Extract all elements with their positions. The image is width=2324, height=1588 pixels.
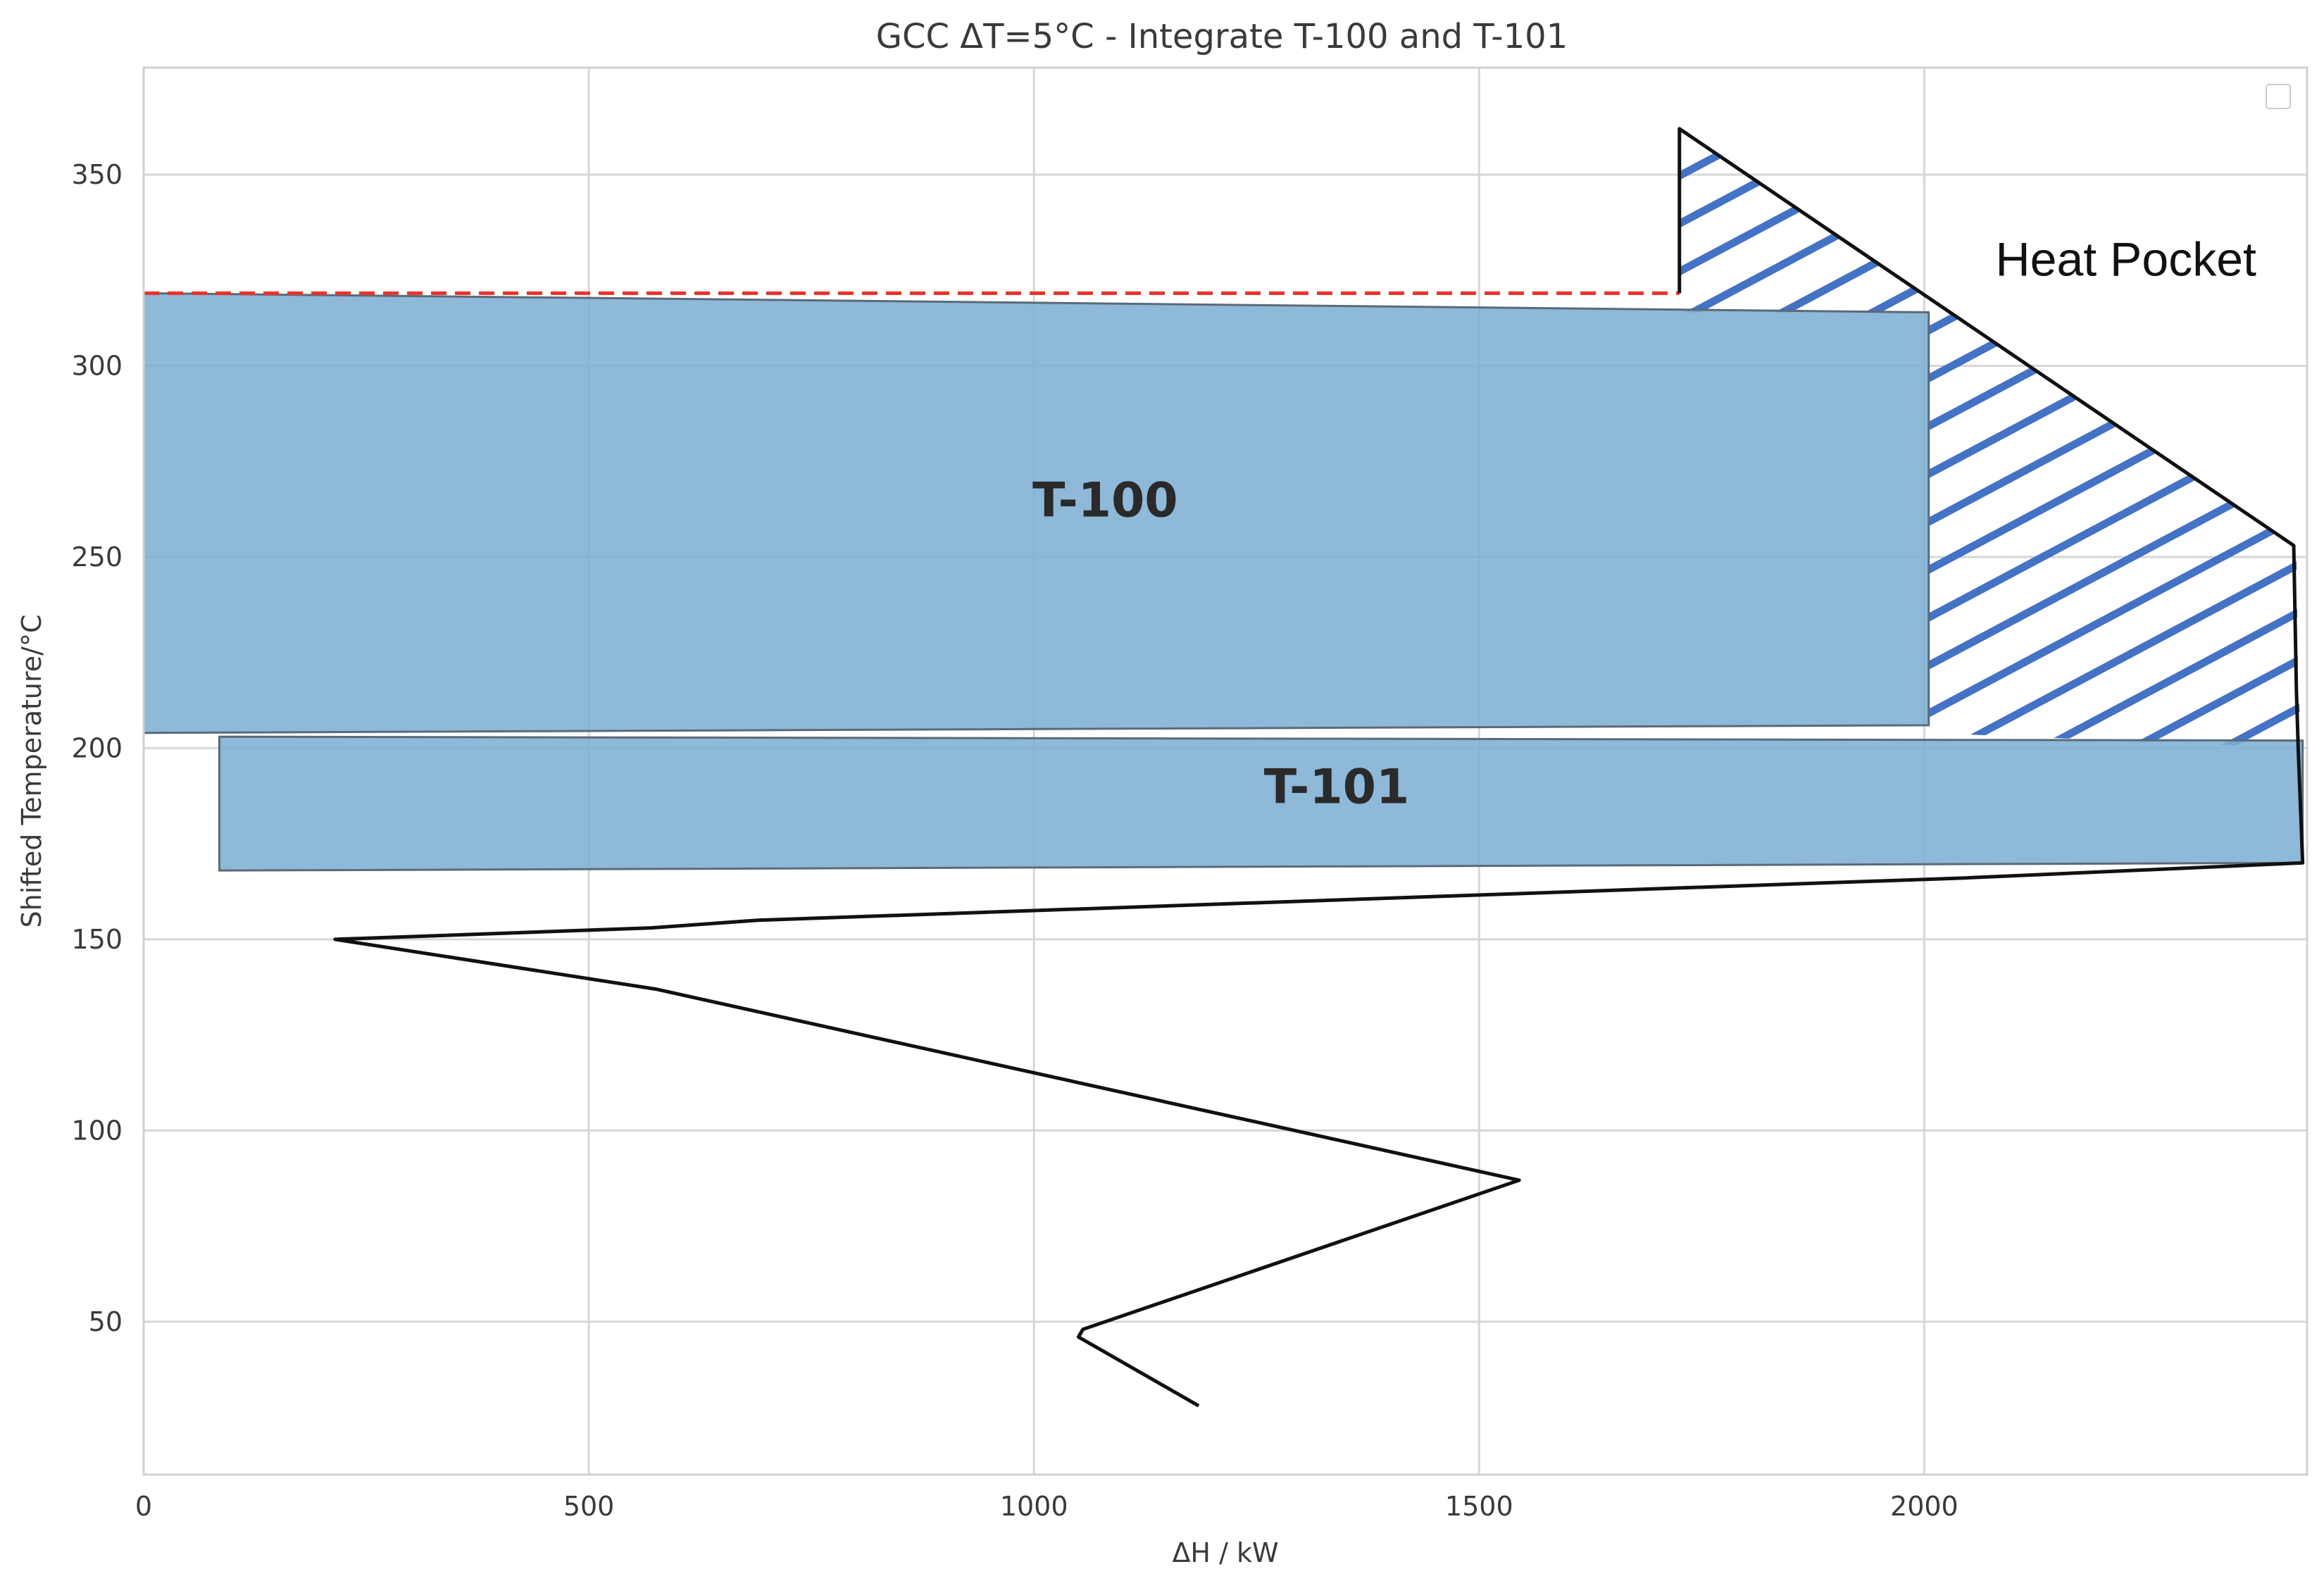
chart-title: GCC ΔT=5°C - Integrate T-100 and T-101: [876, 17, 1568, 56]
gcc-curve: [333, 127, 2305, 1408]
y-tick-label: 50: [89, 1306, 123, 1337]
heat-pocket-hatch: [1679, 128, 2303, 749]
x-tick-label: 2000: [1890, 1491, 1958, 1522]
heat-pocket-annotation: Heat Pocket: [1996, 232, 2257, 286]
x-tick-label: 500: [563, 1491, 615, 1522]
unit-label-t-101: T-101: [1264, 760, 1410, 815]
y-tick-label: 350: [71, 159, 123, 190]
legend-box: [2266, 84, 2291, 109]
y-tick-label: 250: [71, 542, 123, 573]
unit-label-t-100: T-100: [1032, 473, 1178, 529]
x-tick-label: 1000: [1000, 1491, 1068, 1522]
plot-frame: [142, 66, 2309, 1476]
x-tick-label: 0: [135, 1491, 152, 1522]
tick-labels: 0 500 1000 1500 2000 50 100 150 200 250 300 350: [71, 159, 1958, 1522]
y-tick-label: 300: [71, 350, 123, 381]
y-axis-label: Shifted Temperature/°C: [16, 615, 47, 928]
y-tick-label: 100: [71, 1115, 123, 1146]
plot-content: T-100 T-101 Heat Pocket: [144, 127, 2305, 1408]
x-tick-label: 1500: [1445, 1491, 1513, 1522]
y-tick-label: 200: [71, 732, 123, 763]
y-tick-label: 150: [71, 924, 123, 955]
unit-box-t-100: [144, 292, 1930, 734]
unit-box-t-101: [218, 735, 2304, 872]
x-axis-label: ΔH / kW: [1172, 1537, 1278, 1568]
